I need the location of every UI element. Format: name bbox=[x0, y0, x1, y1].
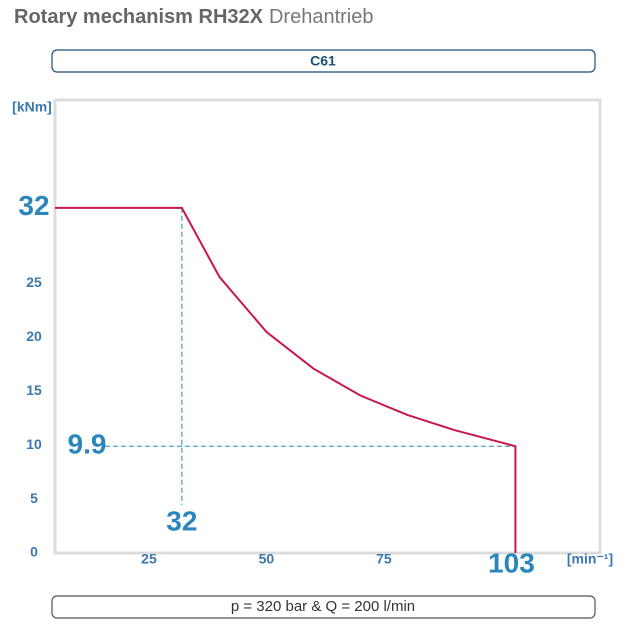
curve bbox=[55, 206, 517, 553]
y-marker-label: 32 bbox=[18, 190, 49, 221]
y-tick-label: 0 bbox=[30, 544, 38, 560]
x-axis-label: [min⁻¹] bbox=[567, 551, 613, 567]
y-marker-label: 9.9 bbox=[68, 429, 107, 460]
title-line: Rotary mechanism RH32X Drehantrieb bbox=[14, 6, 374, 28]
footer-label: p = 320 bar & Q = 200 l/min bbox=[231, 598, 415, 615]
x-tick-label: 25 bbox=[141, 551, 157, 567]
footer-box bbox=[51, 595, 596, 619]
chart-subtitle: Drehantrieb bbox=[269, 6, 374, 28]
plot-frame bbox=[53, 98, 602, 555]
y-tick-label: 20 bbox=[26, 328, 42, 344]
chart-title: Rotary mechanism RH32X bbox=[14, 6, 264, 28]
y-tick-label: 5 bbox=[30, 490, 38, 506]
header-box bbox=[51, 49, 596, 73]
y-tick-label: 25 bbox=[26, 274, 42, 290]
y-axis-label: [kNm] bbox=[12, 99, 52, 115]
header-label: C61 bbox=[310, 53, 336, 69]
x-marker-label: 103 bbox=[488, 547, 535, 578]
y-tick-label: 10 bbox=[26, 436, 42, 452]
y-tick-label: 15 bbox=[26, 382, 42, 398]
x-tick-label: 50 bbox=[259, 551, 275, 567]
x-marker-label: 32 bbox=[166, 505, 197, 536]
x-tick-label: 75 bbox=[376, 551, 392, 567]
